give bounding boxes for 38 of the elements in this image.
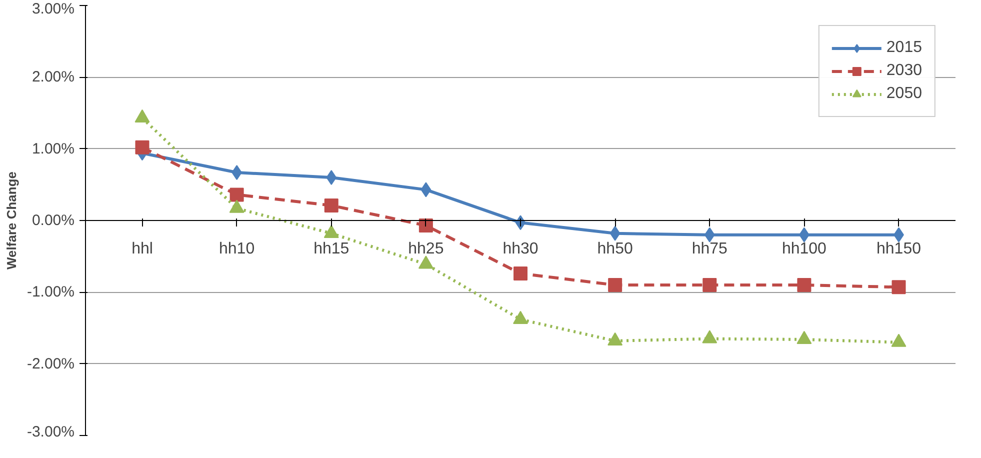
legend-label: 2015 — [886, 39, 922, 57]
point — [796, 330, 812, 344]
point — [514, 266, 528, 281]
point — [797, 278, 812, 292]
y-tick-label: 2.00% — [32, 68, 75, 86]
x-tick-label: hh10 — [219, 240, 255, 258]
legend-label: 2050 — [886, 85, 922, 103]
point — [892, 280, 906, 294]
x-tick-label: hh50 — [597, 240, 633, 258]
y-tick-label: 1.00% — [32, 140, 75, 158]
x-tick-label: hh15 — [314, 240, 350, 258]
point — [135, 140, 150, 154]
point — [702, 330, 718, 344]
x-tick-label: hh100 — [782, 240, 827, 258]
point — [230, 188, 244, 202]
point — [326, 170, 337, 185]
point — [608, 332, 623, 346]
y-tick-label: -2.00% — [26, 355, 75, 372]
point — [891, 334, 906, 347]
x-tick-label: hh30 — [502, 240, 538, 258]
point — [420, 182, 432, 198]
point — [702, 278, 717, 292]
x-tick-label: hhl — [132, 240, 153, 258]
x-tick-label: hh25 — [408, 240, 444, 258]
point — [704, 227, 715, 242]
point — [513, 310, 528, 324]
x-tick-label: hh75 — [692, 240, 728, 258]
legend-label: 2030 — [886, 62, 922, 80]
x-tick-label: hh150 — [876, 240, 922, 258]
point — [608, 278, 622, 292]
y-tick-label: 0.00% — [32, 212, 75, 229]
y-tick-label: -1.00% — [26, 284, 75, 301]
y-tick-label: 3.00% — [32, 0, 75, 18]
point — [418, 256, 434, 269]
point — [324, 198, 338, 212]
point — [610, 226, 620, 241]
y-tick-label: -3.00% — [26, 424, 75, 440]
y-axis-title: Welfare Change — [4, 171, 19, 270]
